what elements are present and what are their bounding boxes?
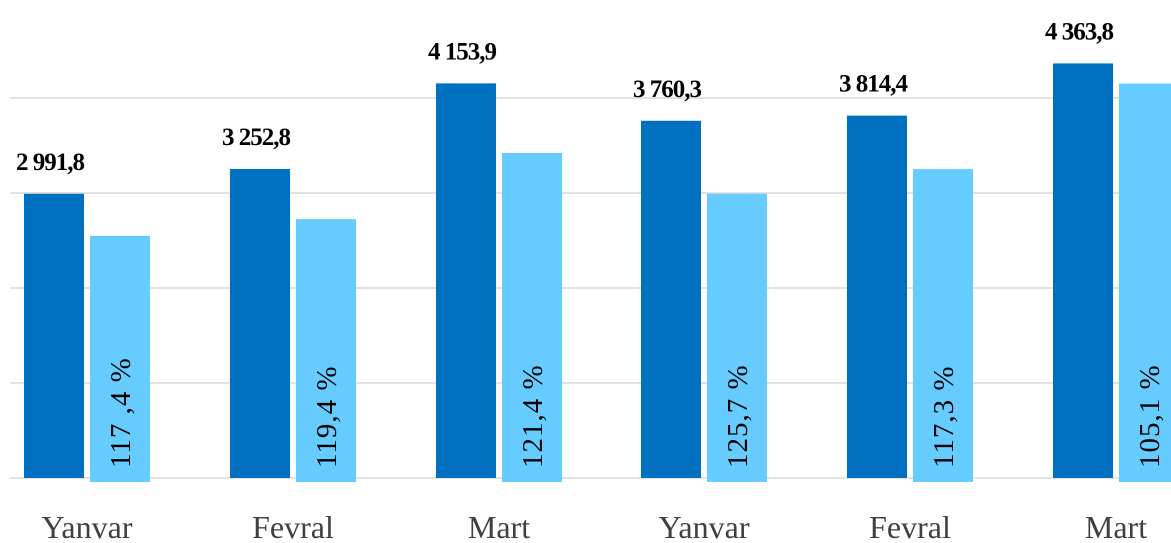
bar <box>436 83 496 478</box>
percent-label: 105,1 % <box>1134 364 1166 468</box>
data-label: 3 760,3 <box>633 76 702 103</box>
bar <box>502 152 562 482</box>
data-label: 4 363,8 <box>1045 18 1114 45</box>
bar <box>707 193 767 482</box>
percent-label: 117 ,4 % <box>105 357 137 468</box>
bar <box>296 219 356 483</box>
bar <box>847 115 907 478</box>
data-label: 3 814,4 <box>839 71 909 98</box>
percent-label: 119,4 % <box>311 365 343 468</box>
percent-label: 117,3 % <box>928 365 960 468</box>
category-label: Yanvar <box>42 509 133 543</box>
bar <box>1119 83 1171 482</box>
category-label: Mart <box>468 509 530 543</box>
bar <box>1053 63 1113 479</box>
gridlines <box>10 97 1171 479</box>
percent-label: 125,7 % <box>722 364 754 468</box>
labels: 2 991,8 117 ,4 % Yanvar 3 252,8 119,4 % Fevra… <box>16 18 1166 543</box>
bars <box>24 63 1171 483</box>
category-label: Fevral <box>252 509 334 543</box>
bar <box>913 169 973 483</box>
bar <box>641 120 701 479</box>
data-label: 2 991,8 <box>16 149 85 176</box>
category-label: Mart <box>1085 509 1147 543</box>
bar <box>24 193 84 479</box>
category-label: Fevral <box>869 509 951 543</box>
data-label: 3 252,8 <box>222 124 291 151</box>
percent-label: 121,4 % <box>517 364 549 468</box>
bar <box>90 235 150 482</box>
bar <box>230 168 290 478</box>
category-label: Yanvar <box>659 509 750 543</box>
data-label: 4 153,9 <box>428 38 497 65</box>
